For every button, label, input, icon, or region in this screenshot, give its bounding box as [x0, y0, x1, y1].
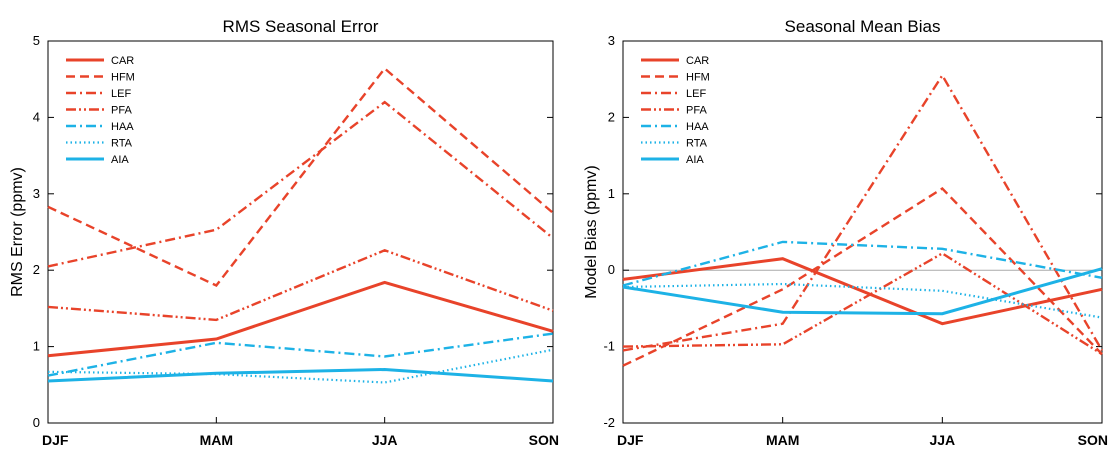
legend-label-pfa: PFA — [686, 105, 707, 117]
legend-label-lef: LEF — [111, 88, 131, 100]
chart-title: RMS Seasonal Error — [223, 17, 379, 36]
series-line-pfa — [622, 252, 1103, 356]
seasonal-mean-bias-chart: -2 -1 0 1 2 3 DJF MAM JJA SON Seasonal Mean Bias Mo… — [583, 17, 1108, 448]
legend-label-car: CAR — [686, 55, 709, 67]
series-line-hfm — [47, 66, 554, 287]
x-tick-label: DJF — [617, 432, 644, 448]
series-line-pfa — [47, 249, 554, 322]
y-axis-label: Model Bias (ppmv) — [583, 165, 600, 298]
x-tick-label: MAM — [200, 432, 233, 448]
series-line-lef — [622, 73, 1104, 352]
legend-label-pfa: PFA — [111, 105, 132, 117]
y-tick-label: -1 — [603, 339, 615, 354]
y-tick-label: 2 — [33, 262, 40, 277]
series-line-car — [47, 280, 554, 358]
legend-label-hfm: HFM — [111, 72, 135, 84]
y-tick-label: 2 — [608, 109, 615, 124]
plot-frame — [622, 40, 1103, 424]
y-tick-label: -2 — [603, 415, 615, 430]
legend-label-hfm: HFM — [686, 72, 710, 84]
series-line-rta — [47, 348, 554, 384]
y-tick-label: 0 — [33, 415, 40, 430]
x-tick-label: DJF — [42, 432, 69, 448]
x-tick-label: SON — [1078, 432, 1108, 448]
legend-label-car: CAR — [111, 55, 134, 67]
plot-frame — [47, 40, 554, 424]
y-tick-label: 1 — [608, 186, 615, 201]
y-tick-label: 3 — [33, 186, 40, 201]
y-axis-label: RMS Error (ppmv) — [9, 167, 26, 297]
legend-label-lef: LEF — [686, 88, 706, 100]
series-line-aia — [622, 267, 1103, 316]
series-line-haa — [47, 332, 554, 377]
rms-seasonal-error-chart: 0 1 2 3 4 5 DJF MAM JJA SON RMS Seasonal Error RMS … — [9, 17, 559, 448]
series-line-aia — [47, 367, 554, 383]
series-line-haa — [622, 240, 1103, 287]
y-tick-label: 5 — [33, 33, 40, 48]
y-tick-label: 0 — [608, 262, 615, 277]
series-line-hfm — [622, 186, 1103, 367]
y-tick-label: 3 — [608, 33, 615, 48]
series-line-lef — [47, 100, 554, 268]
legend-label-rta: RTA — [111, 138, 133, 150]
series-line-rta — [622, 282, 1103, 319]
x-tick-label: JJA — [929, 432, 955, 448]
legend-label-haa: HAA — [686, 121, 709, 133]
y-tick-label: 1 — [33, 339, 40, 354]
y-tick-label: 4 — [33, 109, 40, 124]
legend-label-aia: AIA — [686, 154, 704, 166]
x-tick-label: SON — [529, 432, 559, 448]
legend-label-haa: HAA — [111, 121, 134, 133]
legend-label-aia: AIA — [111, 154, 129, 166]
series-line-car — [622, 257, 1103, 326]
legend-label-rta: RTA — [686, 138, 708, 150]
x-tick-label: JJA — [372, 432, 398, 448]
x-tick-label: MAM — [766, 432, 799, 448]
chart-title: Seasonal Mean Bias — [785, 17, 941, 36]
